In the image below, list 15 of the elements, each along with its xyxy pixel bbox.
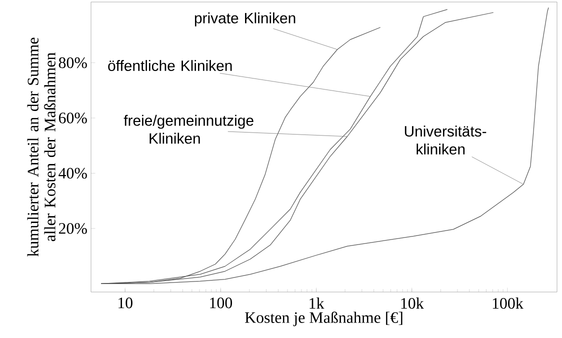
x-tick-label: 100 (210, 298, 232, 308)
annotation: öffentliche Kliniken (108, 60, 232, 72)
y-axis-title: kumulierter Anteil an der Summe aller Kosten der Maßnahmen (27, 38, 56, 256)
annotation: freie/gemeinnutzige Kliniken (124, 114, 254, 144)
y-tick-label: 40% (58, 168, 87, 179)
y-tick-label: 80% (58, 57, 87, 68)
y-tick-label: 20% (58, 223, 87, 234)
x-tick-label: 100k (492, 298, 524, 309)
y-tick-label: 60% (58, 112, 87, 124)
annotation: private Kliniken (194, 12, 296, 26)
x-tick-label: 1k (310, 298, 324, 309)
x-axis-title: Kosten je Maßnahme [€] (245, 312, 402, 326)
x-tick-label: 10 (118, 298, 132, 308)
annotation: Universitäts-kliniken (404, 126, 486, 155)
x-tick-label: 10k (401, 298, 424, 309)
